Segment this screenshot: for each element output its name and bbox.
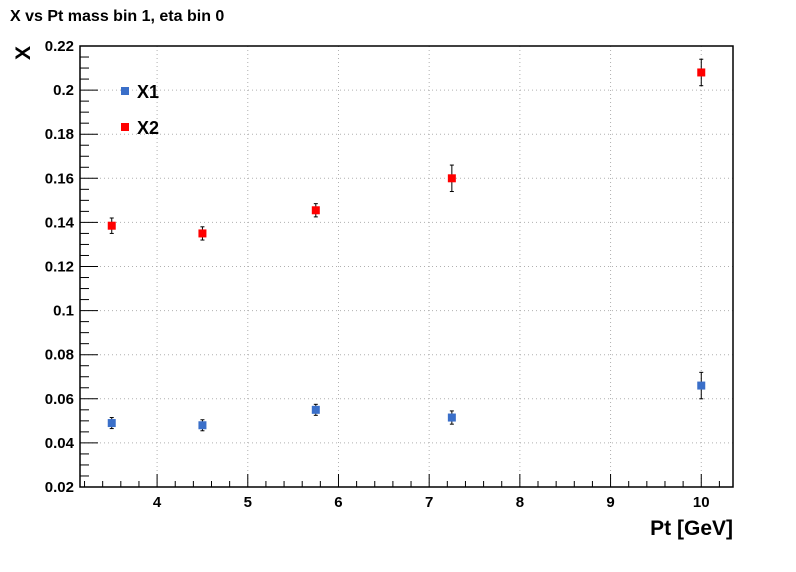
y-tick-label: 0.16 <box>45 170 74 187</box>
axis-ticks <box>80 45 720 488</box>
y-tick-label: 0.04 <box>45 435 75 452</box>
data-points <box>107 58 706 432</box>
legend-label-x1: X1 <box>137 82 159 102</box>
tick-labels: 4 5 6 7 8 9 10 0.02 0.04 0.06 0.08 0.1 0.12 0.14 0.16 0… <box>45 38 710 511</box>
data-point-x2 <box>107 221 116 230</box>
y-tick-label: 0.12 <box>45 259 74 276</box>
data-point-x1 <box>447 413 456 422</box>
data-point-x1 <box>311 405 320 414</box>
y-axis-label: X <box>12 46 35 60</box>
chart-title: X vs Pt mass bin 1, eta bin 0 <box>10 8 224 25</box>
data-point-x2 <box>697 68 706 77</box>
data-point-x1 <box>198 421 207 430</box>
y-tick-label: 0.14 <box>45 214 75 231</box>
data-point-x2 <box>311 206 320 215</box>
data-point-x2 <box>198 229 207 238</box>
y-tick-label: 0.1 <box>53 303 74 320</box>
grid <box>80 46 733 487</box>
data-point-x1 <box>697 381 706 390</box>
y-tick-label: 0.06 <box>45 391 74 408</box>
legend-marker-x1 <box>121 87 129 95</box>
x-tick-label: 4 <box>153 494 162 511</box>
y-tick-label: 0.18 <box>45 126 74 143</box>
x-tick-label: 7 <box>425 494 433 511</box>
y-tick-label: 0.02 <box>45 479 74 496</box>
x-tick-label: 5 <box>244 494 252 511</box>
x-tick-label: 10 <box>693 494 710 511</box>
legend-label-x2: X2 <box>137 118 159 138</box>
y-tick-label: 0.08 <box>45 347 74 364</box>
y-tick-label: 0.2 <box>53 82 74 99</box>
x-axis-label: Pt [GeV] <box>650 517 733 540</box>
legend-marker-x2 <box>121 123 129 131</box>
legend: X1 X2 <box>121 82 159 138</box>
x-tick-label: 6 <box>334 494 342 511</box>
data-point-x2 <box>447 174 456 183</box>
x-tick-label: 8 <box>516 494 524 511</box>
data-point-x1 <box>107 419 116 428</box>
plot-frame <box>79 45 734 488</box>
y-tick-label: 0.22 <box>45 38 74 55</box>
x-tick-label: 9 <box>606 494 614 511</box>
